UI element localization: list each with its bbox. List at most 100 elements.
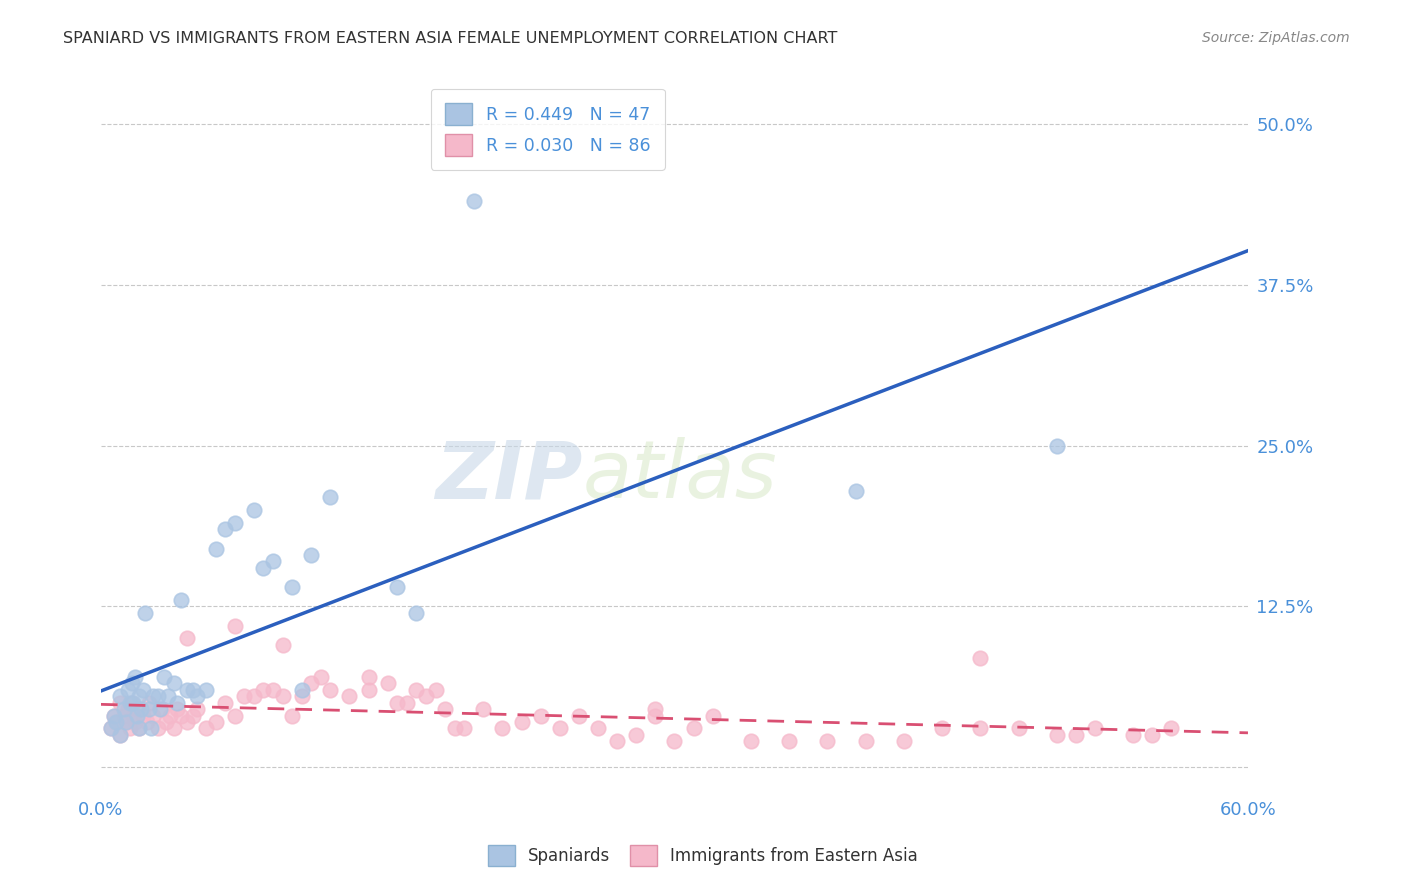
Point [395,696,418,710]
Point [132,708,155,723]
Point [214,696,236,710]
Point [162,676,184,690]
Point [377,676,399,690]
Point [186,702,208,716]
Point [127,708,149,723]
Point [453,722,475,736]
Point [224,708,246,723]
Point [153,670,176,684]
Point [166,702,188,716]
Point [415,690,437,704]
Point [181,708,204,723]
Point [142,708,165,723]
Point [405,682,427,697]
Point [176,714,198,729]
Point [568,708,591,723]
Point [271,638,294,652]
Point [129,702,152,716]
Point [181,682,204,697]
Point [122,696,145,710]
Point [664,734,686,748]
Point [319,490,342,504]
Point [117,682,139,697]
Point [122,708,145,723]
Point [112,702,135,716]
Point [309,670,332,684]
Point [893,734,915,748]
Point [644,702,666,716]
Point [291,690,314,704]
Point [128,722,150,736]
Point [491,722,513,736]
Point [1122,728,1144,742]
Point [339,690,361,704]
Point [186,690,208,704]
Point [682,722,704,736]
Point [138,702,160,716]
Point [150,702,173,716]
Point [1160,722,1182,736]
Point [128,690,150,704]
Point [425,682,447,697]
Point [155,714,177,729]
Point [530,708,553,723]
Point [262,554,284,568]
Point [195,682,218,697]
Point [128,722,150,736]
Point [159,708,181,723]
Point [124,714,146,729]
Point [778,734,800,748]
Point [121,696,143,710]
Point [224,516,246,530]
Point [170,593,193,607]
Point [443,722,465,736]
Point [1084,722,1107,736]
Point [105,714,128,729]
Point [1142,728,1164,742]
Point [387,580,409,594]
Point [118,696,141,710]
Point [108,696,131,710]
Point [510,714,533,729]
Point [252,561,274,575]
Point [243,690,266,704]
Point [740,734,762,748]
Point [118,722,141,736]
Point [124,670,146,684]
Point [176,632,198,646]
Point [291,682,314,697]
Point [100,722,122,736]
Point [1046,439,1069,453]
Legend: Spaniards, Immigrants from Eastern Asia: Spaniards, Immigrants from Eastern Asia [481,838,925,873]
Point [387,696,409,710]
Text: Source: ZipAtlas.com: Source: ZipAtlas.com [1202,31,1350,45]
Point [112,708,135,723]
Point [969,650,991,665]
Point [195,722,218,736]
Point [149,702,172,716]
Point [1064,728,1087,742]
Point [108,690,131,704]
Point [204,714,226,729]
Point [114,714,136,729]
Point [148,690,170,704]
Point [166,696,188,710]
Point [139,722,162,736]
Point [243,503,266,517]
Point [103,708,125,723]
Point [815,734,838,748]
Point [472,702,495,716]
Point [134,606,156,620]
Point [271,690,294,704]
Text: SPANIARD VS IMMIGRANTS FROM EASTERN ASIA FEMALE UNEMPLOYMENT CORRELATION CHART: SPANIARD VS IMMIGRANTS FROM EASTERN ASIA… [63,31,838,46]
Point [299,676,322,690]
Point [156,690,179,704]
Point [702,708,724,723]
Point [233,690,256,704]
Point [299,548,322,562]
Point [548,722,571,736]
Point [252,682,274,697]
Point [281,580,304,594]
Point [224,618,246,632]
Point [117,702,139,716]
